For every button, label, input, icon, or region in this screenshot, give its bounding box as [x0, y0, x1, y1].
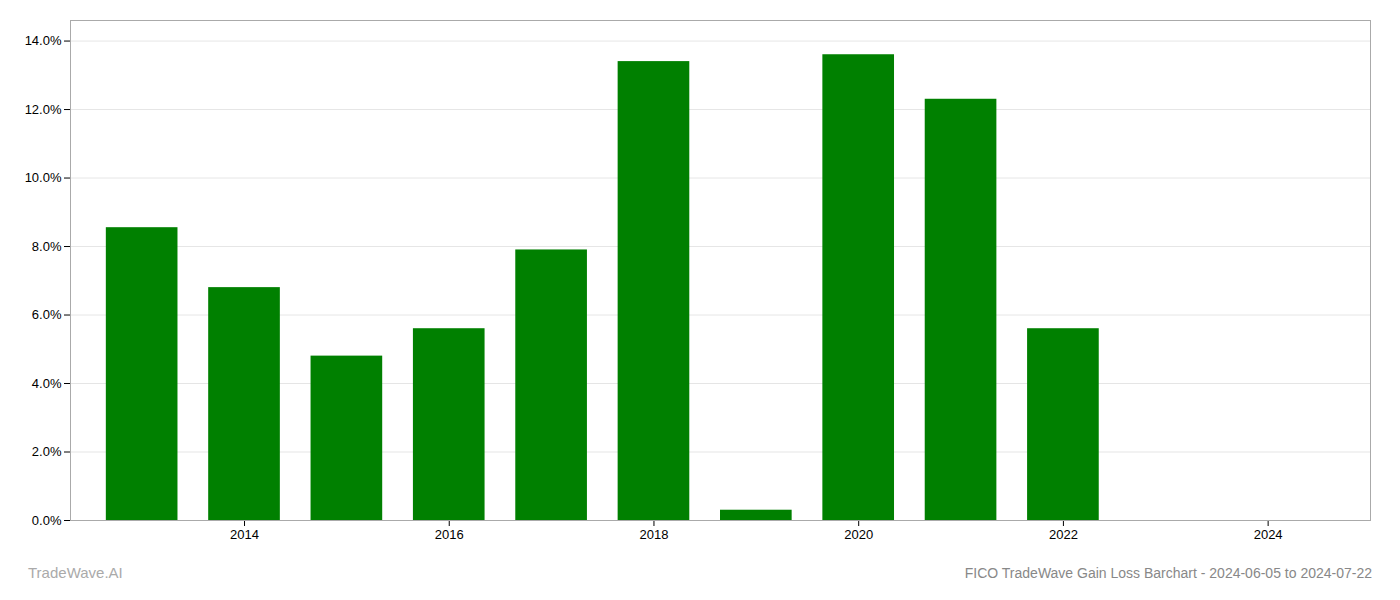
- svg-text:0.0%: 0.0%: [32, 513, 62, 528]
- svg-text:2018: 2018: [640, 527, 669, 542]
- svg-text:14.0%: 14.0%: [25, 33, 62, 48]
- svg-text:2024: 2024: [1254, 527, 1283, 542]
- svg-text:2014: 2014: [230, 527, 259, 542]
- svg-text:12.0%: 12.0%: [25, 102, 62, 117]
- svg-text:2016: 2016: [435, 527, 464, 542]
- svg-text:4.0%: 4.0%: [32, 376, 62, 391]
- html-text:FICO TradeWave Gain Loss Barch: FICO TradeWave Gain Loss Barchart - 2024…: [964, 565, 1372, 581]
- svg-text:6.0%: 6.0%: [32, 307, 62, 322]
- svg-text:8.0%: 8.0%: [32, 239, 62, 254]
- svg-text:2022: 2022: [1049, 527, 1078, 542]
- svg-text:10.0%: 10.0%: [25, 170, 62, 185]
- svg-text:2020: 2020: [844, 527, 873, 542]
- svg-text:2.0%: 2.0%: [32, 444, 62, 459]
- html-text:TradeWave.AI: TradeWave.AI: [28, 564, 123, 581]
